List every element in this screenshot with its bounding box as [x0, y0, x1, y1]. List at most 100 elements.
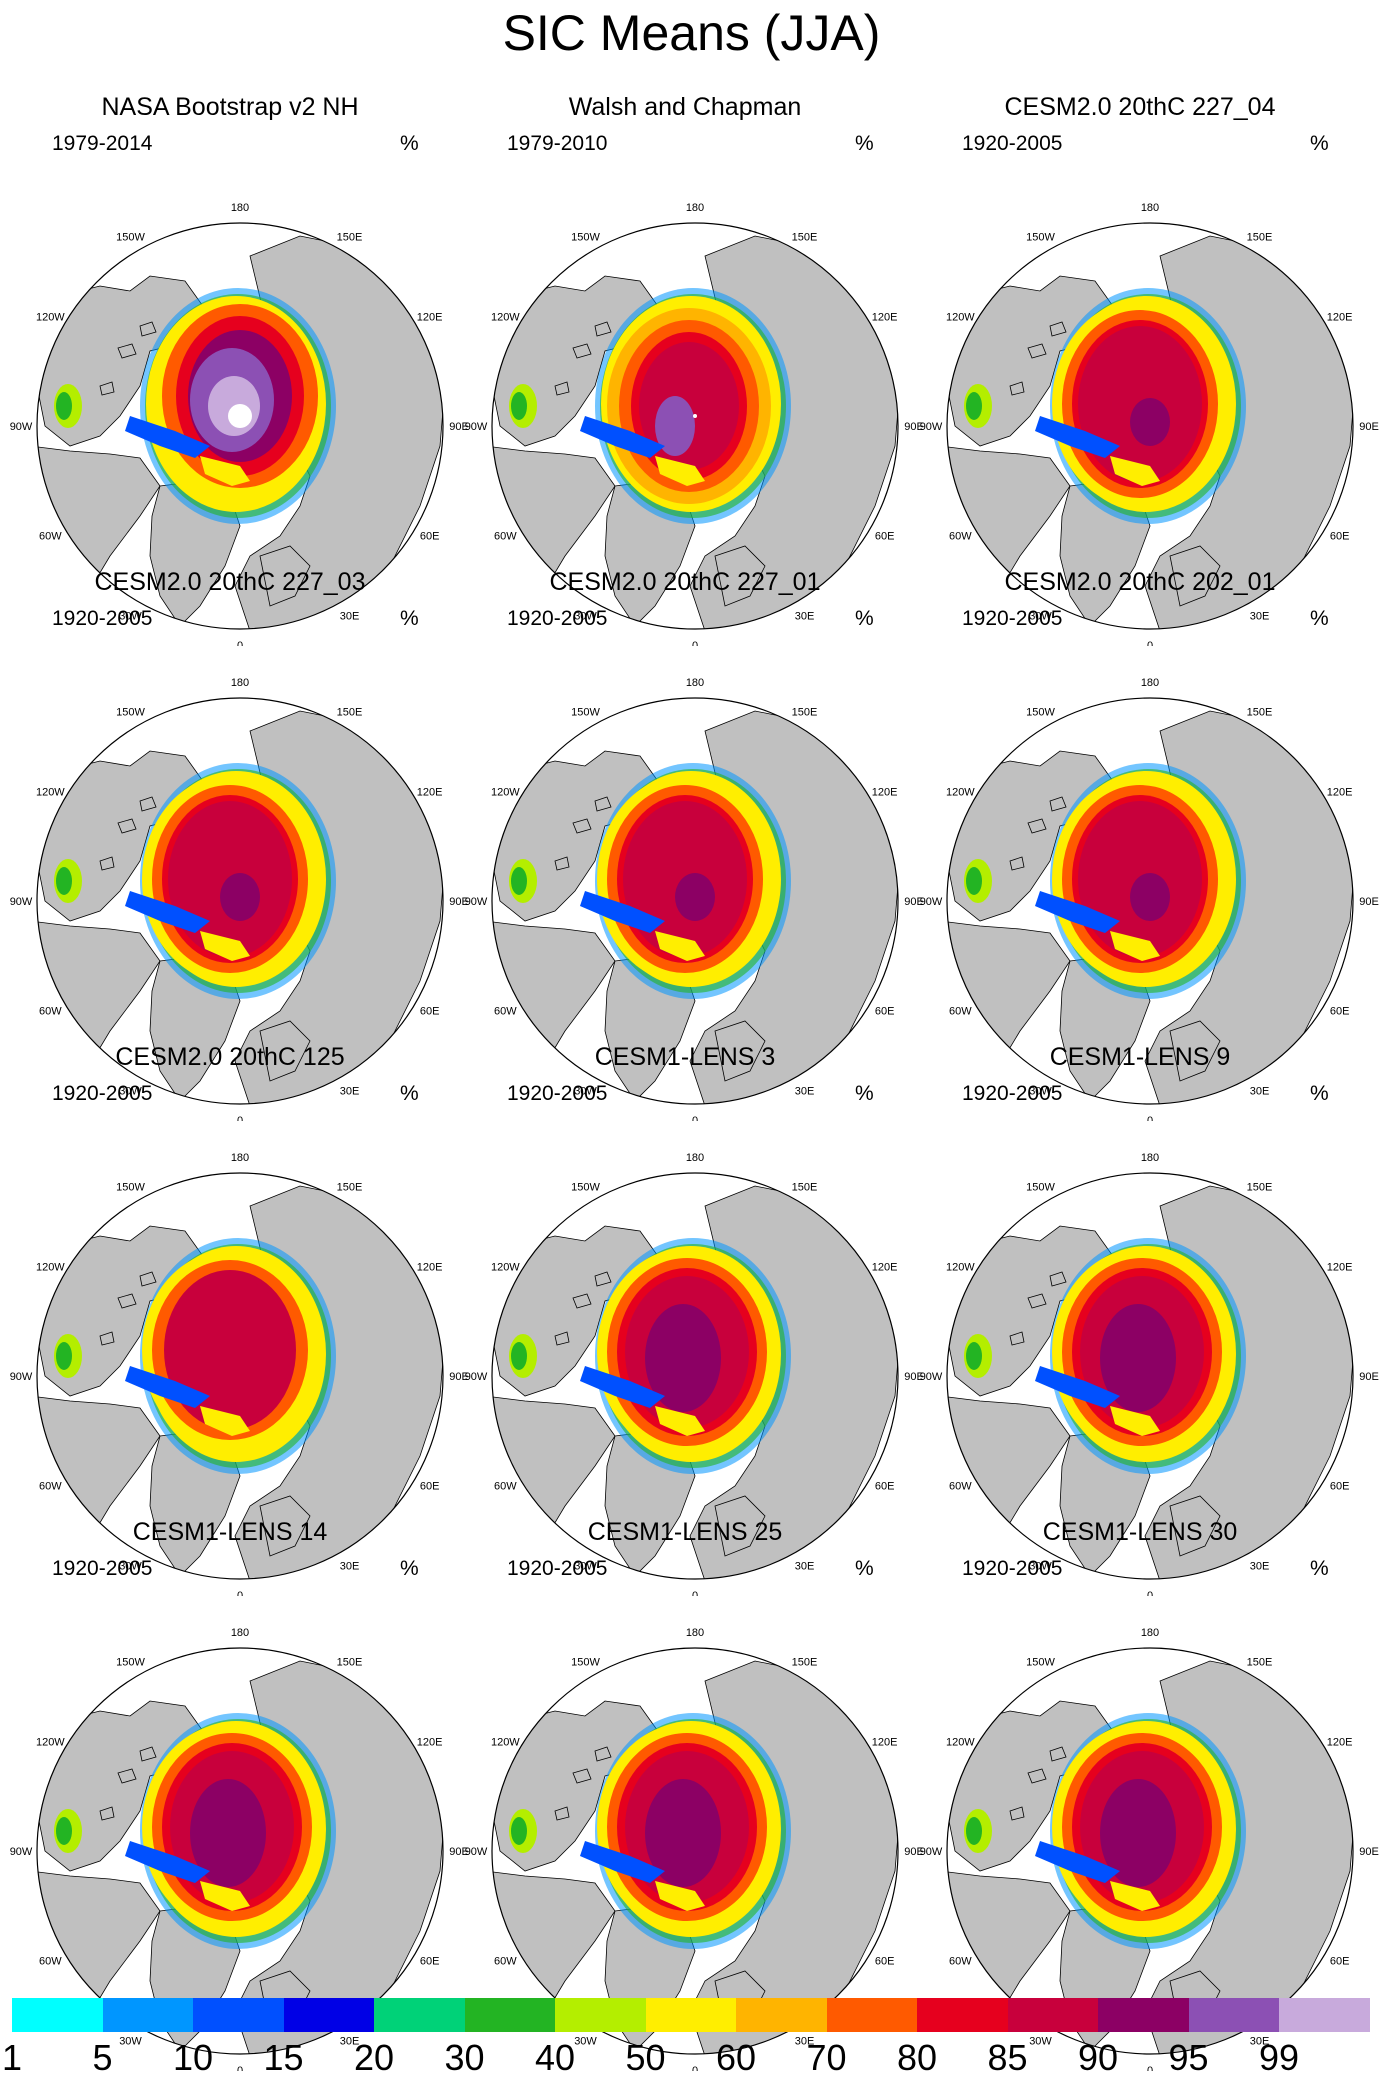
map-panel: 180 150E 120E 90E 60E 30E 0 30W 60W 90W 120W 150W CE… [455, 1042, 924, 1596]
land-mass [554, 1806, 570, 1821]
map-panel: 180 150E 120E 90E 60E 30E 0 30W 60W 90W 120W 150W CE… [910, 92, 1379, 646]
ice-band [1100, 1304, 1176, 1412]
longitude-label: 60W [494, 1006, 517, 1018]
land-mass [1049, 796, 1067, 812]
longitude-label: 180 [686, 1627, 704, 1639]
land-mass [1009, 381, 1025, 396]
longitude-label: 30W [119, 1086, 142, 1098]
longitude-label: 120W [36, 312, 65, 324]
ice-band [1130, 873, 1170, 921]
longitude-label: 120W [946, 312, 975, 324]
polar-map: 180 150E 120E 90E 60E 30E 0 30W 60W 90W 120W 150W [10, 677, 469, 1121]
land-mass [1169, 545, 1221, 607]
longitude-label: 90E [1359, 1371, 1379, 1383]
colorbar-label: 30 [444, 2037, 485, 2078]
longitude-label: 120W [491, 1262, 520, 1274]
longitude-label: 30W [574, 611, 597, 623]
longitude-label: 30E [340, 611, 360, 623]
longitude-label: 120E [872, 312, 898, 324]
hudson-bay-ice [56, 867, 72, 895]
longitude-label: 150E [337, 706, 363, 718]
panel-title: CESM1-LENS 25 [587, 1518, 783, 1546]
longitude-label: 150E [792, 706, 818, 718]
longitude-label: 120W [36, 1262, 65, 1274]
panel-title: CESM2.0 20thC 227_03 [94, 568, 366, 596]
land-mass [714, 545, 766, 607]
longitude-label: 0 [1147, 2065, 1153, 2071]
longitude-label: 30E [340, 2036, 360, 2048]
longitude-label: 30E [1250, 611, 1270, 623]
colorbar-box [464, 1998, 556, 2032]
land-mass [1027, 818, 1047, 834]
panel-title: CESM1-LENS 30 [1042, 1518, 1238, 1546]
fram-ice [200, 1881, 250, 1911]
land-mass [117, 818, 137, 834]
hudson-bay-ice [966, 1342, 982, 1370]
longitude-label: 0 [237, 2065, 243, 2071]
longitude-label: 120E [417, 1737, 443, 1749]
ice-band [655, 396, 695, 456]
longitude-label: 90W [10, 1846, 33, 1858]
hudson-bay-ice [511, 392, 527, 420]
colorbar-label: 20 [353, 2037, 395, 2078]
fram-ice [655, 456, 705, 486]
panel-period: 1920-2005 [52, 1557, 153, 1580]
map-boundary [491, 222, 899, 630]
longitude-label: 180 [686, 677, 704, 689]
land-mass [572, 1293, 592, 1309]
longitude-label: 60W [949, 1006, 972, 1018]
land-mass [554, 856, 570, 871]
longitude-label: 180 [231, 677, 249, 689]
longitude-label: 60E [1330, 1956, 1350, 1968]
land-mass [572, 818, 592, 834]
map-panel: 180 150E 120E 90E 60E 30E 0 30W 60W 90W 120W 150W CE… [455, 1517, 924, 2071]
baffin-ice [125, 1366, 210, 1408]
land-mass [259, 545, 311, 607]
longitude-label: 60E [875, 1956, 895, 1968]
longitude-label: 150E [1247, 706, 1273, 718]
longitude-label: 150W [571, 1656, 600, 1668]
map-panel: 180 150E 120E 90E 60E 30E 0 30W 60W 90W 120W 150W CE… [910, 1042, 1379, 1596]
hudson-bay-ice [511, 1817, 527, 1845]
colorbar-label: 60 [715, 2037, 757, 2078]
map-boundary [36, 222, 444, 630]
colorbar-box [102, 1998, 194, 2032]
longitude-label: 90W [920, 1371, 943, 1383]
longitude-label: 60W [949, 1481, 972, 1493]
longitude-label: 120W [36, 787, 65, 799]
colorbar: 1 5 10 15 20 30 40 50 60 70 80 85 90 95 99 [0, 1990, 1383, 2082]
longitude-label: 120E [1327, 787, 1353, 799]
colorbar-box [1279, 1998, 1370, 2032]
land-mass [1009, 1331, 1025, 1346]
longitude-label: 30W [1029, 2036, 1052, 2048]
longitude-label: 90E [1359, 896, 1379, 908]
colorbar-label: 40 [534, 2037, 576, 2078]
longitude-label: 120W [491, 787, 520, 799]
longitude-label: 150E [1247, 1181, 1273, 1193]
map-boundary [36, 1647, 444, 2055]
land-mass [139, 321, 157, 337]
colorbar-label: 70 [806, 2037, 847, 2078]
colorbar-box [555, 1998, 646, 2032]
land-mass [1169, 1020, 1221, 1082]
longitude-label: 60W [949, 1956, 972, 1968]
longitude-label: 90W [920, 896, 943, 908]
baffin-ice [1035, 1841, 1120, 1883]
longitude-label: 90W [465, 896, 488, 908]
longitude-label: 150W [116, 706, 145, 718]
longitude-label: 30W [1029, 1086, 1052, 1098]
longitude-label: 30W [1029, 611, 1052, 623]
ice-band [1100, 1779, 1176, 1887]
panel-period: 1920-2005 [962, 607, 1063, 630]
land-mass [1009, 1806, 1025, 1821]
longitude-label: 120E [872, 787, 898, 799]
longitude-label: 150E [1247, 1656, 1273, 1668]
longitude-label: 90E [904, 896, 924, 908]
panel-units: % [1310, 1082, 1329, 1105]
longitude-label: 0 [237, 640, 243, 646]
panel-units: % [400, 1082, 419, 1105]
longitude-label: 90W [465, 1846, 488, 1858]
land-mass [1169, 1495, 1221, 1557]
panel-period: 1920-2005 [962, 1557, 1063, 1580]
longitude-label: 60W [39, 531, 62, 543]
